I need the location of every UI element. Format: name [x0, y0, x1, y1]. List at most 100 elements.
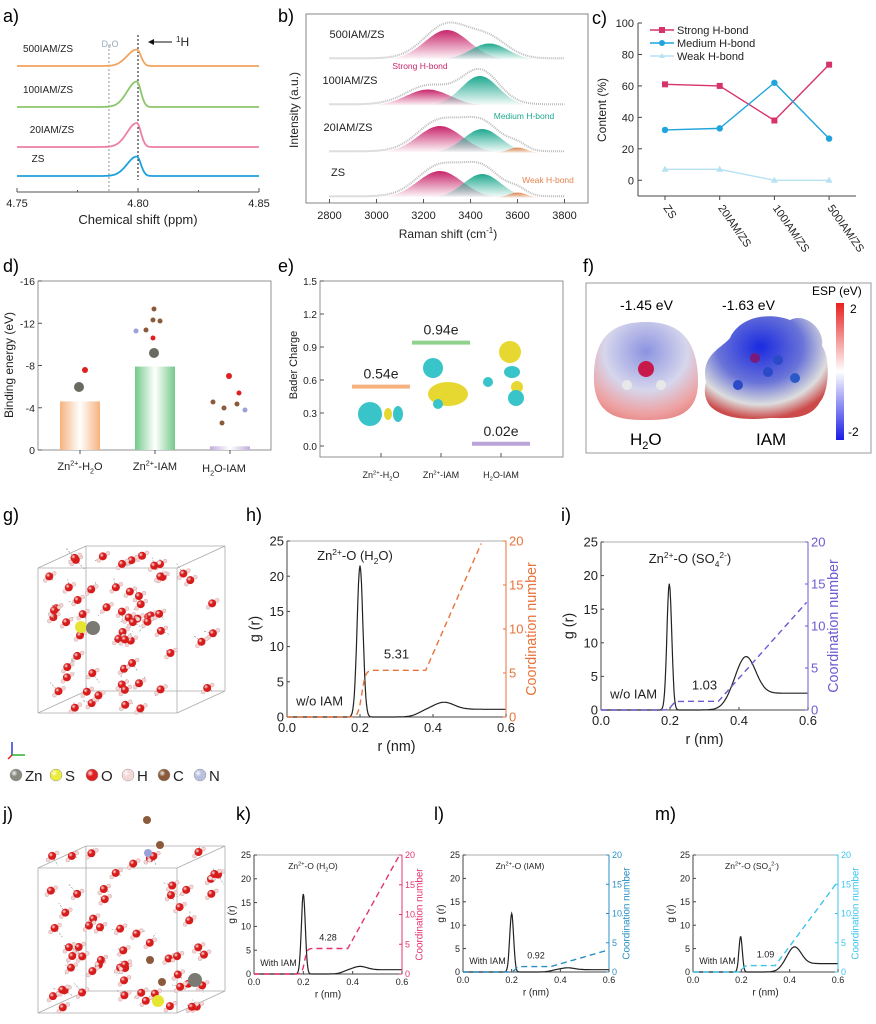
raman-envelope: [329, 21, 565, 60]
hydrogen-atom: [109, 602, 114, 607]
cn-curve: [693, 882, 838, 973]
hydrogen-atom: [71, 942, 77, 947]
atom-highlight: [187, 1002, 196, 1011]
hydrogen-atom: [89, 686, 94, 691]
hydrogen-atom: [208, 875, 213, 881]
atom-highlight: [200, 950, 209, 959]
atom-legend-highlight: [86, 769, 98, 781]
y-tick-label: 0: [277, 710, 284, 725]
hydrogen-atom: [173, 908, 178, 914]
hydrogen-atom: [68, 709, 74, 714]
y-tick-label: 20: [584, 568, 598, 583]
carbon-atom-icon: [221, 405, 227, 411]
x-tick-label: H2O-IAM: [483, 470, 519, 483]
atom-highlight: [84, 921, 93, 930]
water-oxygen-icon: [82, 367, 88, 373]
hydrogen-atom: [161, 608, 167, 614]
raman-envelope: [329, 115, 565, 153]
hydrogen-atom: [75, 950, 80, 956]
y2-tick-label: 10: [811, 619, 825, 634]
atom-highlight: [197, 637, 206, 646]
y-tick-label: 20: [680, 874, 690, 884]
atom-highlight: [96, 955, 105, 964]
plot-frame: [305, 13, 589, 204]
atom-highlight: [118, 628, 127, 637]
y-tick-label: -8: [26, 361, 35, 373]
atom-highlight: [208, 599, 217, 608]
zn-ion-icon: [74, 382, 84, 392]
x-axis-title: r (nm): [685, 732, 723, 748]
charge-density-isosurface: [508, 390, 524, 406]
hydrogen-atom: [106, 883, 111, 889]
hydrogen-atom: [204, 980, 210, 985]
atom-highlight: [76, 631, 85, 640]
hydrogen-atom: [134, 657, 140, 663]
x-tick-label: 3200: [411, 210, 435, 222]
hydrogen-atom: [95, 667, 100, 673]
medium-hbond-annotation: Medium H-bond: [494, 111, 555, 121]
h2o-oxygen-atom: [638, 361, 654, 377]
y-tick-label: 40: [622, 112, 634, 124]
hydrogen-atom: [43, 578, 48, 583]
hydrogen-atom: [189, 884, 194, 890]
cn-curve: [601, 601, 808, 711]
atom-highlight: [64, 583, 73, 592]
x-tick-label: 0.6: [396, 977, 409, 987]
hydrogen-atom: [92, 697, 97, 702]
hydrogen-atom: [95, 965, 100, 971]
x-tick-label: Zn2+-H2O: [363, 470, 400, 483]
strong-hbond-annotation: Strong H-bond: [392, 61, 448, 71]
iam-atom: [763, 367, 773, 377]
atom-highlight: [114, 634, 123, 643]
atom-legend-highlight: [158, 769, 170, 781]
hydrogen-atom: [205, 895, 210, 901]
hydrogen-atom: [177, 575, 182, 580]
y-tick-label: 15: [270, 604, 284, 619]
carbon-atom: [156, 841, 164, 849]
atom-highlight: [207, 889, 216, 898]
hydrogen-atom: [107, 893, 112, 899]
nmr-trace-3: [17, 155, 259, 177]
hydrogen-atom: [96, 558, 102, 563]
y2-tick-label: 10: [841, 909, 851, 919]
series-label: 100IAM/ZS: [322, 75, 377, 87]
nitrogen-atom-icon: [133, 328, 139, 334]
hydrogen-atom: [82, 927, 88, 932]
water-oxygen-icon: [226, 373, 232, 379]
legend-label: Weak H-bond: [677, 51, 744, 63]
hydrogen-atom: [126, 975, 132, 980]
hydrogen-atom: [76, 958, 81, 963]
hydrogen-atom: [180, 969, 185, 974]
carbon-atom-icon: [234, 401, 240, 407]
hydrogen-atom: [54, 850, 60, 856]
atom-highlight: [48, 851, 57, 860]
y2-tick-label: 5: [612, 938, 617, 948]
atom-highlight: [155, 609, 164, 618]
hydrogen-atom: [185, 1008, 191, 1014]
x-tick-label: 0.4: [346, 977, 359, 987]
hydrogen-atom: [117, 670, 123, 675]
y2-tick-label: 10: [405, 910, 415, 920]
hydrogen-atom: [173, 988, 179, 993]
peak-medium: [435, 129, 530, 152]
x-tick-label: 0.2: [505, 975, 518, 985]
x-tick-label: Zn2+-IAM: [423, 470, 459, 480]
hydrogen-atom: [109, 589, 115, 594]
hydrogen-atom: [77, 702, 83, 707]
y-tick-label: 80: [622, 49, 634, 61]
atom-highlight: [74, 942, 83, 951]
atom-highlight: [166, 648, 175, 657]
hydrogen-bond: [65, 548, 75, 559]
hydrogen-atom: [179, 950, 185, 956]
series-line-1: [664, 81, 830, 140]
x-axis-title: r (nm): [752, 987, 778, 998]
panel-label-a: a): [3, 6, 19, 26]
hydrogen-atom: [62, 589, 68, 594]
atom-legend-highlight: [194, 769, 206, 781]
series-label: ZS: [331, 167, 345, 179]
y-tick-label: 15: [680, 897, 690, 907]
hydrogen-atom: [125, 664, 131, 670]
